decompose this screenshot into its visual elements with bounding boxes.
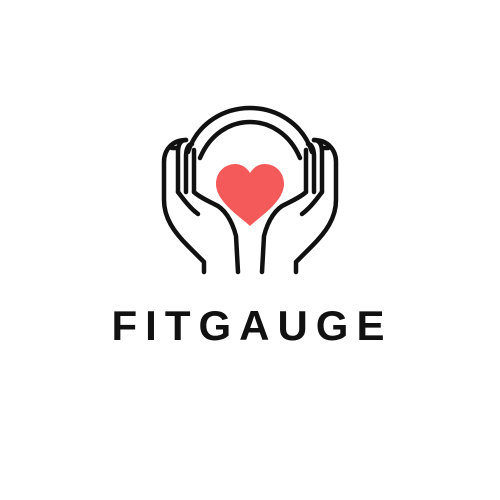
headband-outer-arc [185,105,315,155]
brand-name: FITGAUGE [111,302,393,349]
left-hand [161,137,241,275]
headband-inner-arc [197,119,303,161]
hands-heart-logo [150,100,350,285]
heart-shape [216,164,284,226]
hands-heart-icon [161,105,339,275]
right-hand [259,137,339,275]
